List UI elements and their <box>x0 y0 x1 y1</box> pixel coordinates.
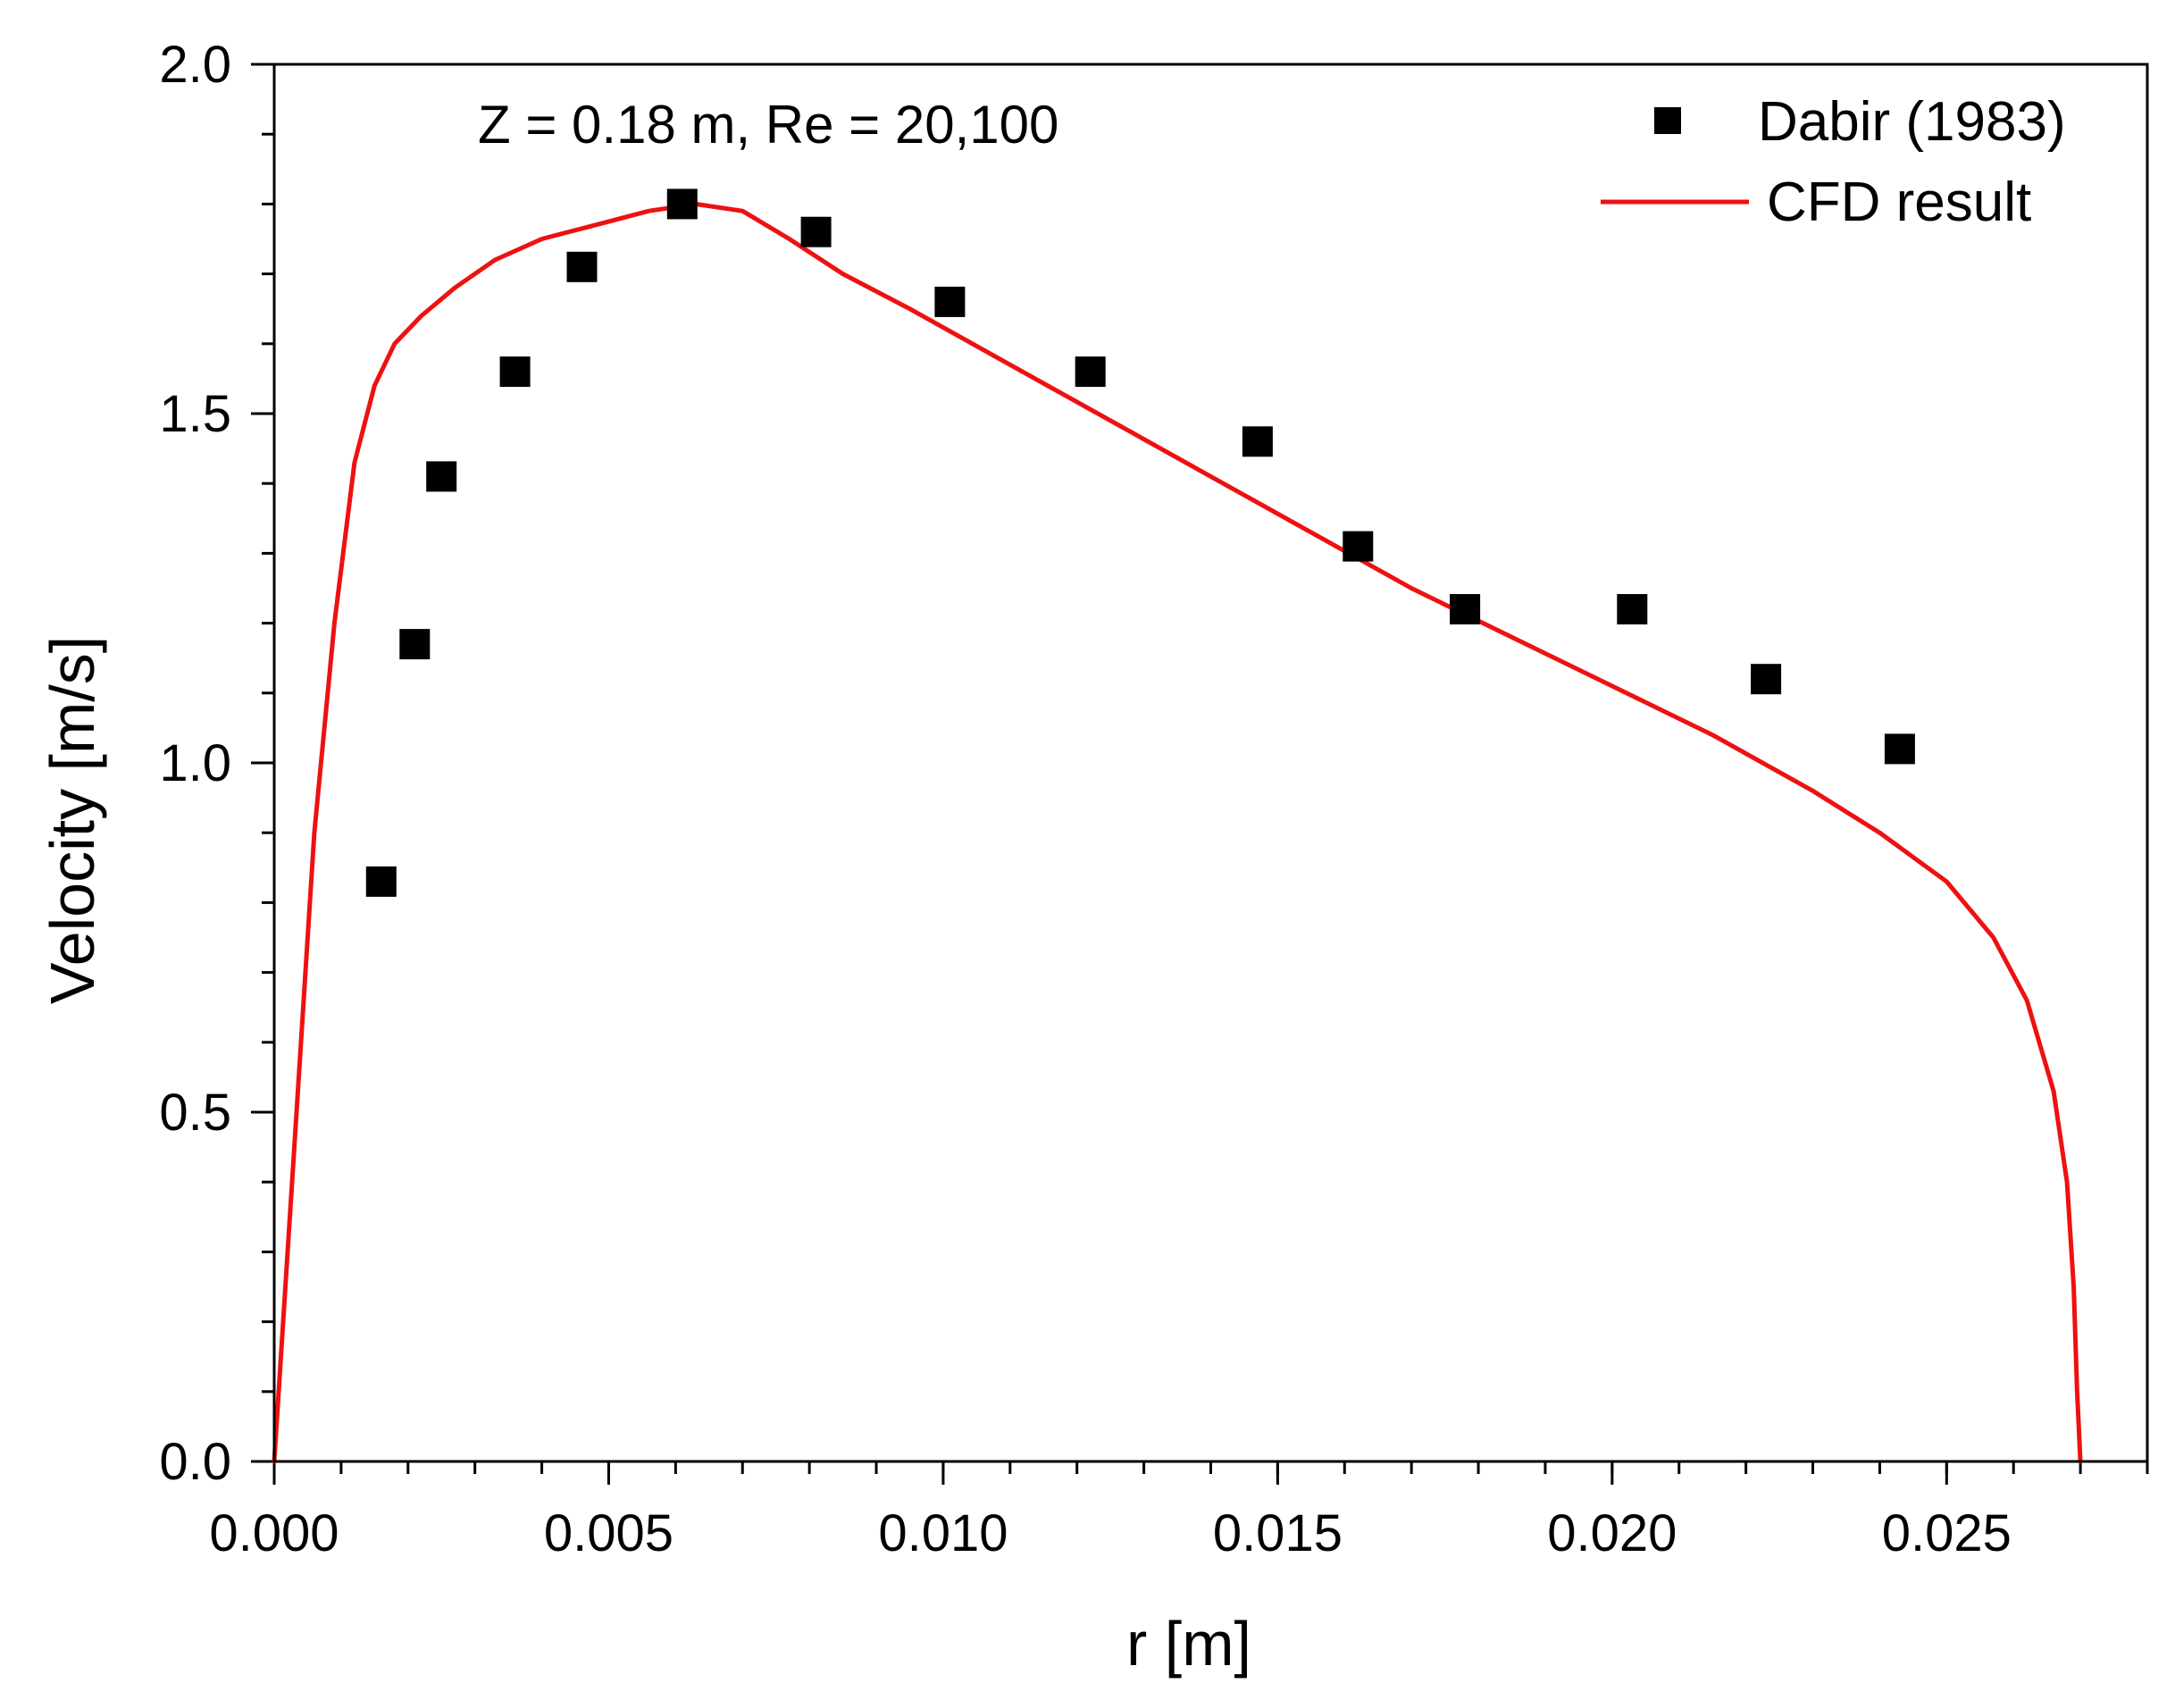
legend-label-dabir: Dabir (1983) <box>1758 91 2066 153</box>
cfd-series <box>272 201 2083 1464</box>
legend: Dabir (1983) CFD result <box>1601 91 2066 233</box>
y-tick-label: 0.5 <box>159 1084 231 1142</box>
chart-annotation: Z = 0.18 m, Re = 20,100 <box>478 95 1058 155</box>
tick-labels: 0.000 0.005 0.010 0.015 0.020 0.025 0.0 0.5 1.0 1… <box>159 36 2012 1562</box>
y-tick-label: 2.0 <box>159 36 231 94</box>
dabir-data-point <box>399 629 431 660</box>
dabir-data-point <box>1617 594 1648 624</box>
major-ticks <box>251 63 1948 1485</box>
dabir-data-point <box>499 356 531 388</box>
dabir-data-point <box>666 188 698 220</box>
x-tick-label: 0.000 <box>209 1504 339 1562</box>
dabir-series <box>365 188 1915 897</box>
dabir-data-point <box>1242 426 1273 457</box>
plot-area-frame <box>272 63 2149 1463</box>
x-tick-label: 0.020 <box>1547 1504 1677 1562</box>
dabir-data-point <box>1450 594 1481 624</box>
legend-marker-dabir <box>1654 107 1681 134</box>
x-tick-label: 0.005 <box>544 1504 673 1562</box>
dabir-data-point <box>934 286 966 317</box>
x-tick-label: 0.015 <box>1213 1504 1343 1562</box>
y-tick-label: 0.0 <box>159 1433 231 1491</box>
dabir-data-point <box>365 866 397 897</box>
dabir-data-point <box>1884 733 1915 765</box>
y-axis-title: Velocity [m/s] <box>38 636 107 1004</box>
x-axis-title: r [m] <box>1126 1609 1251 1679</box>
dabir-data-point <box>1075 356 1106 388</box>
dabir-data-point <box>800 216 832 247</box>
x-tick-label: 0.010 <box>878 1504 1008 1562</box>
dabir-data-point <box>1343 531 1374 562</box>
dabir-data-point <box>426 461 457 492</box>
dabir-data-point <box>1751 664 1782 695</box>
dabir-data-point <box>566 251 598 282</box>
legend-label-cfd: CFD result <box>1767 172 2031 233</box>
y-tick-label: 1.0 <box>159 734 231 792</box>
y-tick-label: 1.5 <box>159 385 231 443</box>
cfd-result-line <box>272 201 2083 1464</box>
x-tick-label: 0.025 <box>1882 1504 2012 1562</box>
